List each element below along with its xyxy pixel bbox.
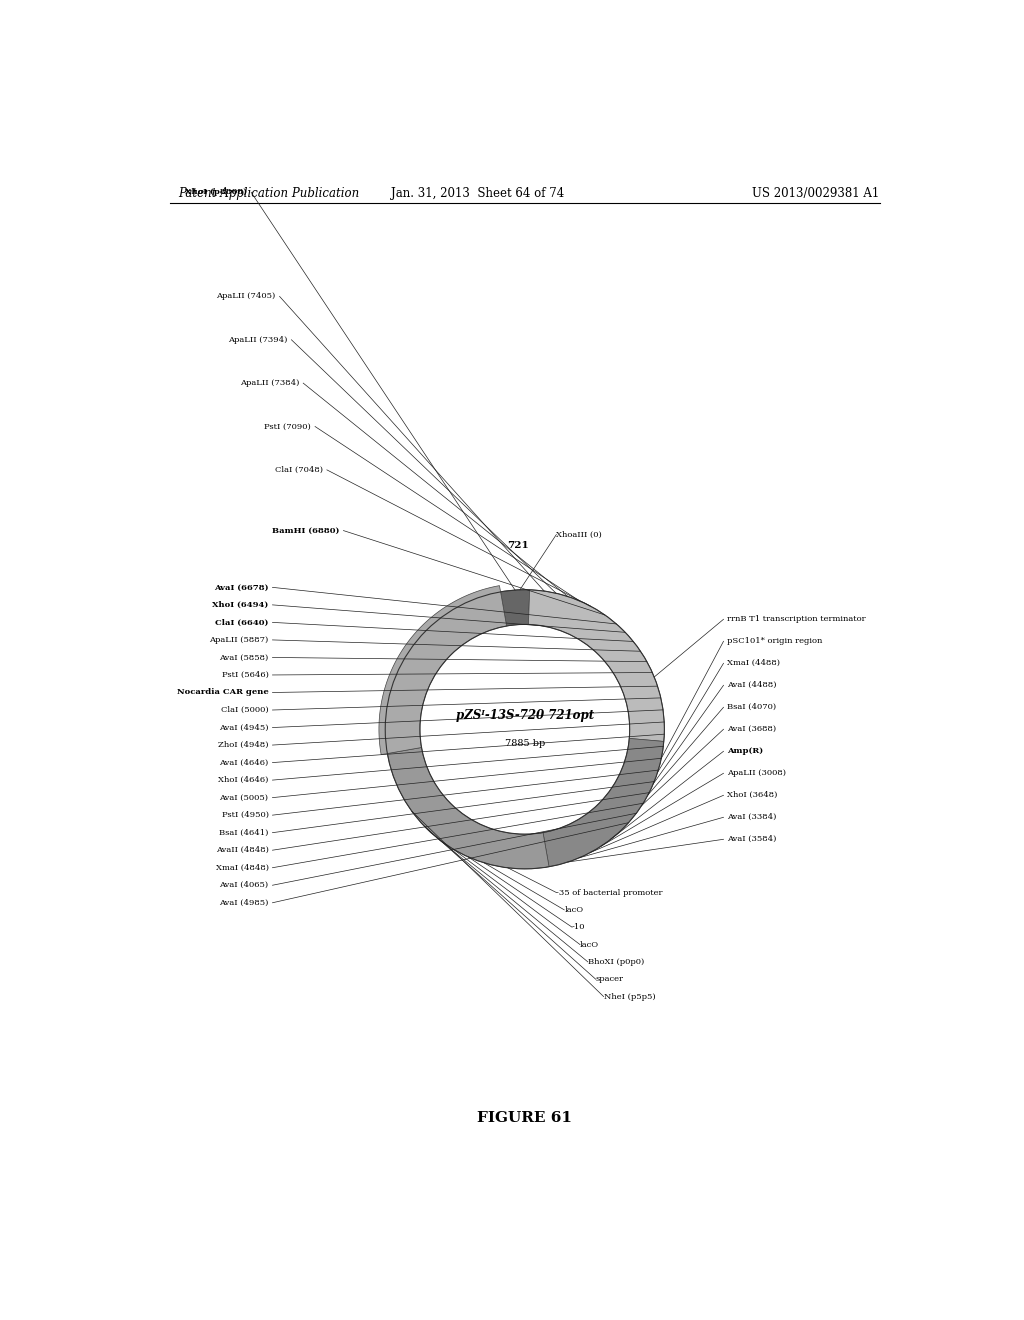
Text: spacer: spacer: [596, 975, 624, 983]
Text: AvaI (4985): AvaI (4985): [219, 899, 268, 907]
Text: PstI (7090): PstI (7090): [264, 422, 311, 430]
Text: XhoI (6494): XhoI (6494): [212, 601, 268, 609]
Text: lacO: lacO: [580, 941, 599, 949]
Text: ZhoI (4948): ZhoI (4948): [218, 741, 268, 748]
Text: ClaI (6640): ClaI (6640): [215, 618, 268, 627]
Text: AvaI (6678): AvaI (6678): [214, 583, 268, 591]
Text: AvaI (4488): AvaI (4488): [727, 681, 777, 689]
Text: pSC101* origin region: pSC101* origin region: [727, 638, 823, 645]
Text: AvaI (4646): AvaI (4646): [219, 759, 268, 767]
Text: FIGURE 61: FIGURE 61: [477, 1111, 572, 1125]
Text: 7885 bp: 7885 bp: [505, 739, 545, 748]
Polygon shape: [501, 590, 529, 626]
Text: -35 of bacterial promoter: -35 of bacterial promoter: [556, 888, 663, 896]
Text: XhoI (4646): XhoI (4646): [218, 776, 268, 784]
Text: AvaI (5005): AvaI (5005): [219, 793, 268, 801]
Polygon shape: [528, 590, 665, 742]
Text: BsaI (4641): BsaI (4641): [219, 829, 268, 837]
Text: ClaI (7048): ClaI (7048): [274, 466, 323, 474]
Text: ApaLII (7394): ApaLII (7394): [228, 335, 288, 343]
Text: ApaLII (3008): ApaLII (3008): [727, 770, 786, 777]
Text: BhoXI (p0p0): BhoXI (p0p0): [588, 958, 644, 966]
Text: US 2013/0029381 A1: US 2013/0029381 A1: [753, 186, 880, 199]
Text: AvaI (3584): AvaI (3584): [727, 836, 777, 843]
Text: XhoaIII (0): XhoaIII (0): [556, 531, 602, 539]
Text: AvaI (4065): AvaI (4065): [219, 882, 268, 890]
Circle shape: [420, 624, 630, 834]
Text: AvaII (4848): AvaII (4848): [216, 846, 268, 854]
Text: XmaI (4488): XmaI (4488): [727, 659, 780, 668]
Text: ApaLII (7384): ApaLII (7384): [240, 379, 299, 387]
Text: Nocardia CAR gene: Nocardia CAR gene: [177, 689, 268, 697]
Text: AvaI (3688): AvaI (3688): [727, 725, 776, 734]
Text: -10: -10: [572, 923, 586, 931]
Text: Amp(R): Amp(R): [727, 747, 764, 755]
Text: NheI (p5p5): NheI (p5p5): [604, 993, 655, 1001]
Text: BamHI (6880): BamHI (6880): [272, 527, 340, 535]
Text: ClaI (5000): ClaI (5000): [221, 706, 268, 714]
Text: PstI (4950): PstI (4950): [221, 812, 268, 820]
Text: PstI (5646): PstI (5646): [221, 671, 268, 678]
Text: Patent Application Publication: Patent Application Publication: [178, 186, 359, 199]
Text: ApaLII (7405): ApaLII (7405): [216, 293, 275, 301]
Polygon shape: [387, 747, 549, 869]
Text: rrnB T1 transcription terminator: rrnB T1 transcription terminator: [727, 615, 866, 623]
Text: AvaI (5858): AvaI (5858): [219, 653, 268, 661]
Text: XmaI (4848): XmaI (4848): [215, 863, 268, 871]
Text: ApaLII (5887): ApaLII (5887): [209, 636, 268, 644]
Text: pZSᴵ-13S-720 721opt: pZSᴵ-13S-720 721opt: [456, 709, 594, 722]
Text: AvaI (4945): AvaI (4945): [219, 723, 268, 731]
Text: XhoI (3648): XhoI (3648): [727, 791, 778, 800]
Polygon shape: [379, 586, 507, 755]
Text: lacO: lacO: [564, 906, 584, 913]
Text: XhoI (p8808): XhoI (p8808): [185, 189, 247, 197]
Text: Jan. 31, 2013  Sheet 64 of 74: Jan. 31, 2013 Sheet 64 of 74: [391, 186, 564, 199]
Text: 721: 721: [508, 541, 529, 550]
Polygon shape: [543, 738, 664, 867]
Text: BsaI (4070): BsaI (4070): [727, 704, 776, 711]
Text: AvaI (3384): AvaI (3384): [727, 813, 777, 821]
